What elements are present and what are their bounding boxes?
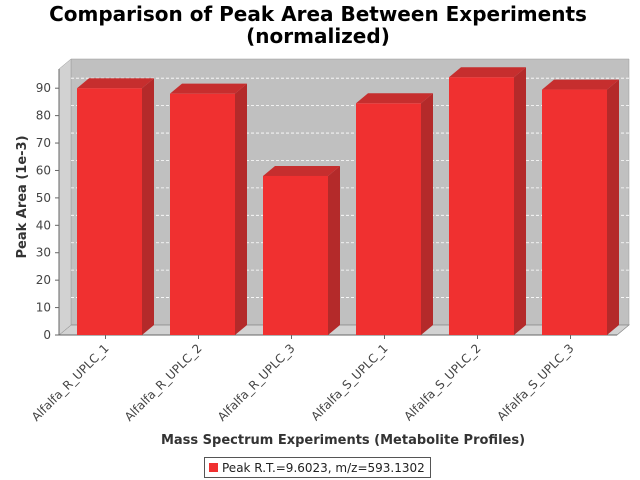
bar-side — [142, 78, 154, 336]
y-tick-label: 0 — [43, 328, 51, 342]
bar-top — [449, 67, 526, 78]
y-axis-label: Peak Area (1e-3) — [15, 135, 30, 258]
y-tick-label: 80 — [36, 109, 51, 123]
legend: Peak R.T.=9.6023, m/z=593.1302 — [204, 457, 431, 478]
x-axis: Alfalfa_R_UPLC_1 Alfalfa_R_UPLC_2 Alfalfa_… — [29, 334, 617, 424]
x-tick-label: Alfalfa_R_UPLC_1 — [29, 341, 112, 424]
bar-front — [263, 175, 328, 335]
legend-label: Peak R.T.=9.6023, m/z=593.1302 — [222, 460, 425, 475]
chart-subtitle: (normalized) — [246, 24, 390, 48]
bar-side — [328, 165, 340, 335]
gridlines — [71, 77, 629, 298]
x-tick-label: Alfalfa_R_UPLC_2 — [122, 341, 205, 424]
plot-left-wall — [58, 58, 72, 336]
bar-side — [514, 67, 526, 335]
bars — [77, 67, 619, 336]
bar-top — [356, 93, 433, 104]
y-axis: 0 10 20 30 40 50 60 70 80 90 — [36, 69, 60, 342]
x-axis-label: Mass Spectrum Experiments (Metabolite Pr… — [161, 433, 525, 448]
y-tick-label: 20 — [36, 273, 51, 287]
y-tick-label: 50 — [36, 191, 51, 205]
x-tick-label: Alfalfa_S_UPLC_2 — [401, 341, 483, 423]
bar-Alfalfa_S_UPLC_1 — [356, 93, 433, 335]
y-tick-label: 10 — [36, 301, 51, 315]
bar-front — [170, 93, 235, 335]
bar-side — [607, 79, 619, 335]
x-tick-label: Alfalfa_R_UPLC_3 — [215, 341, 298, 424]
y-tick-label: 60 — [36, 163, 51, 177]
bar-top — [77, 78, 154, 89]
bar-side — [421, 93, 433, 335]
bar-top — [542, 79, 619, 90]
bar-front — [77, 88, 142, 335]
chart-title: Comparison of Peak Area Between Experime… — [49, 2, 587, 26]
bar-Alfalfa_R_UPLC_2 — [170, 83, 247, 335]
bar-front — [542, 89, 607, 335]
bar-Alfalfa_S_UPLC_2 — [449, 67, 526, 335]
x-tick-label: Alfalfa_S_UPLC_1 — [308, 341, 390, 423]
bar-front — [356, 103, 421, 335]
bar-Alfalfa_R_UPLC_1 — [77, 78, 154, 336]
bar-Alfalfa_S_UPLC_3 — [542, 79, 619, 335]
y-tick-label: 30 — [36, 246, 51, 260]
legend-swatch — [209, 463, 218, 472]
bar-top — [170, 83, 247, 94]
bar-top — [263, 165, 340, 176]
bar-side — [235, 83, 247, 335]
bar-front — [449, 77, 514, 335]
y-tick-label: 70 — [36, 136, 51, 150]
x-tick-label: Alfalfa_S_UPLC_3 — [494, 341, 576, 423]
y-tick-label: 40 — [36, 218, 51, 232]
bar-Alfalfa_R_UPLC_3 — [263, 165, 340, 335]
y-tick-label: 90 — [36, 81, 51, 95]
